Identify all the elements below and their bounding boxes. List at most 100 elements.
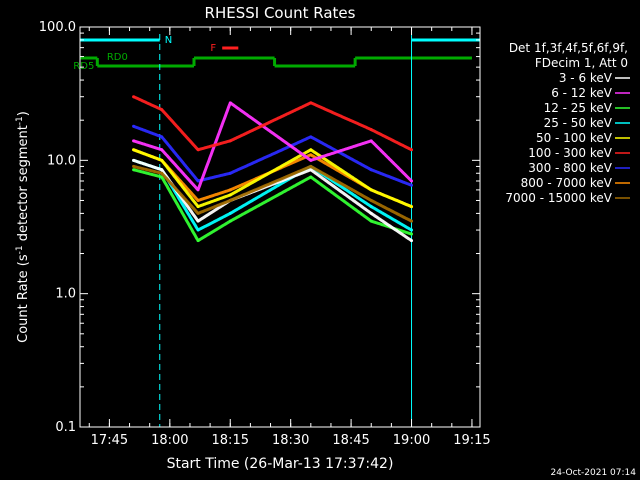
x-tick-label: 18:45	[332, 433, 369, 448]
series-point	[309, 148, 313, 152]
series-point	[369, 139, 373, 143]
annotation-label-n: N	[165, 35, 172, 46]
series-point	[132, 158, 136, 162]
series-point	[228, 171, 232, 175]
legend-entry-label: 50 - 100 keV	[536, 131, 613, 145]
series-line	[133, 168, 412, 242]
y-axis-label-superscript: -1	[15, 245, 25, 254]
series-point	[228, 101, 232, 105]
x-tick-label: 18:15	[212, 433, 249, 448]
legend-entry-label: 300 - 800 keV	[528, 161, 612, 175]
series-point	[410, 219, 414, 223]
x-axis-label: Start Time (26-Mar-13 17:37:42)	[167, 456, 394, 472]
series-point	[410, 232, 414, 236]
y-axis-label: Count Rate (s-1 detector segment-1)	[15, 111, 31, 343]
series-point	[410, 205, 414, 209]
series-point	[196, 228, 200, 232]
series-point	[369, 205, 373, 209]
legend-header-line: Det 1f,3f,4f,5f,6f,9f,	[509, 41, 628, 55]
series-point	[228, 219, 232, 223]
series-point	[410, 183, 414, 187]
series-point	[228, 198, 232, 202]
series-point	[132, 124, 136, 128]
plot-frame	[79, 26, 481, 428]
series-point	[196, 188, 200, 192]
series-point	[369, 168, 373, 172]
x-tick-label: 18:30	[272, 433, 309, 448]
series-point	[160, 171, 164, 175]
svg-text:Count Rate (s-1 detector segme: Count Rate (s-1 detector segment-1)	[15, 111, 31, 343]
series-point	[160, 168, 164, 172]
series-point	[196, 198, 200, 202]
y-axis-label-part: )	[16, 111, 31, 116]
series-point	[369, 128, 373, 132]
annotation-label-rd5: RD5	[73, 61, 94, 72]
series-point	[309, 168, 313, 172]
series-point	[410, 239, 414, 243]
series-point	[132, 148, 136, 152]
series-line	[133, 148, 413, 208]
y-tick-label: 1.0	[55, 287, 76, 302]
series-point	[132, 95, 136, 99]
series-line	[133, 158, 413, 232]
series-point	[410, 228, 414, 232]
series-point	[160, 135, 164, 139]
legend-entry-label: 3 - 6 keV	[559, 71, 613, 85]
series-point	[196, 205, 200, 209]
annotation-label-f: F	[210, 43, 216, 54]
series-point	[228, 211, 232, 215]
x-tick-label: 19:15	[453, 433, 490, 448]
annotation-label-rd0: RD0	[107, 52, 128, 63]
series-line	[133, 124, 413, 187]
series-point	[369, 219, 373, 223]
ticks-layer: 17:45 18:00 18:15 18:30 18:45 19:00 19:15 0.1 1.…	[39, 20, 491, 448]
legend-entry-label: 12 - 25 keV	[544, 101, 613, 115]
x-tick-label: 19:00	[393, 433, 430, 448]
series-point	[228, 193, 232, 197]
legend-header-line: FDecim 1, Att 0	[535, 56, 628, 70]
series-point	[309, 153, 313, 157]
legend-entry-label: 6 - 12 keV	[551, 86, 613, 100]
series-point	[196, 239, 200, 243]
series-point	[160, 148, 164, 152]
series-point	[309, 101, 313, 105]
series-point	[410, 148, 414, 152]
series-line	[132, 95, 413, 152]
series-point	[228, 188, 232, 192]
series-point	[309, 135, 313, 139]
series-point	[309, 158, 313, 162]
legend-entry-label: 100 - 300 keV	[528, 146, 612, 160]
footer-date: 24-Oct-2021 07:14	[551, 468, 637, 478]
series-point	[309, 175, 313, 179]
series-point	[196, 179, 200, 183]
series-point	[196, 211, 200, 215]
x-tick-label: 18:00	[151, 433, 188, 448]
y-axis-label-part: detector segment	[16, 125, 31, 245]
series-point	[369, 211, 373, 215]
series-point	[132, 168, 136, 172]
series-point	[309, 164, 313, 168]
series-point	[369, 188, 373, 192]
series-point	[410, 179, 414, 183]
series-point	[160, 108, 164, 112]
legend-entry-label: 7000 - 15000 keV	[505, 191, 612, 205]
series-point	[132, 164, 136, 168]
y-tick-label: 10.0	[47, 153, 76, 168]
series-point	[369, 198, 373, 202]
series-point	[160, 158, 164, 162]
series-point	[132, 139, 136, 143]
series-line	[133, 101, 413, 191]
series-point	[196, 148, 200, 152]
series-line	[133, 164, 413, 223]
series-point	[228, 139, 232, 143]
chart-title: RHESSI Count Rates	[205, 4, 356, 22]
y-tick-label: 0.1	[55, 420, 76, 435]
y-axis-label-part: Count Rate (s	[16, 254, 31, 343]
y-tick-label: 100.0	[39, 20, 76, 35]
legend-entry-label: 25 - 50 keV	[544, 116, 613, 130]
y-axis-label-superscript: -1	[15, 116, 25, 125]
legend: Det 1f,3f,4f,5f,6f,9f, FDecim 1, Att 0 3…	[505, 41, 630, 205]
series-point	[196, 219, 200, 223]
